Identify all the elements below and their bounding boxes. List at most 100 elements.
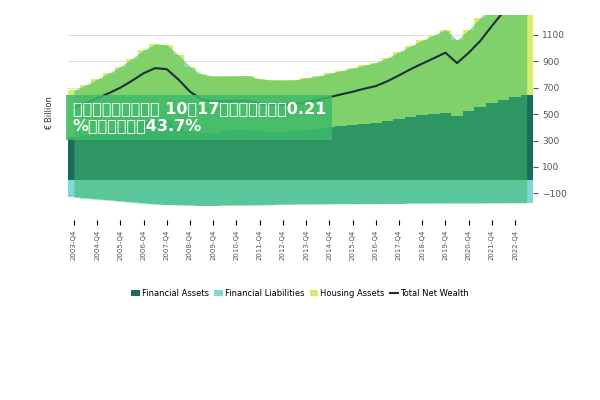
Bar xyxy=(138,50,149,122)
Bar xyxy=(347,125,358,180)
Bar xyxy=(497,180,509,203)
Bar xyxy=(126,125,138,180)
Bar xyxy=(149,180,161,204)
Bar xyxy=(358,180,370,204)
Bar xyxy=(230,76,242,130)
Bar xyxy=(509,97,521,180)
Bar xyxy=(301,78,312,130)
Bar xyxy=(126,180,138,202)
Bar xyxy=(335,71,347,126)
Bar xyxy=(68,136,80,180)
Bar xyxy=(277,132,289,180)
Bar xyxy=(265,80,277,132)
Bar xyxy=(208,180,219,206)
Bar xyxy=(358,124,370,180)
Bar xyxy=(486,180,497,203)
Bar xyxy=(335,180,347,204)
Bar xyxy=(173,180,184,205)
Bar xyxy=(416,40,428,116)
Bar xyxy=(196,74,208,133)
Bar xyxy=(463,112,475,180)
Bar xyxy=(149,44,161,120)
Bar xyxy=(208,132,219,180)
Bar xyxy=(126,59,138,125)
Bar xyxy=(103,73,115,131)
Bar xyxy=(440,30,451,112)
Bar xyxy=(509,0,521,97)
Bar xyxy=(312,180,323,204)
Bar xyxy=(521,180,533,203)
Bar xyxy=(301,130,312,180)
Bar xyxy=(230,130,242,180)
Bar xyxy=(80,134,91,180)
Bar xyxy=(115,128,126,180)
Bar xyxy=(335,126,347,180)
Bar xyxy=(463,30,475,112)
Bar xyxy=(161,45,173,120)
Bar xyxy=(405,117,416,180)
Bar xyxy=(230,180,242,205)
Bar xyxy=(358,65,370,124)
Legend: Financial Assets, Financial Liabilities, Housing Assets, Total Net Wealth: Financial Assets, Financial Liabilities,… xyxy=(128,286,473,302)
Bar xyxy=(301,180,312,204)
Bar xyxy=(416,116,428,180)
Bar xyxy=(393,180,405,204)
Bar xyxy=(254,131,265,180)
Bar xyxy=(161,120,173,180)
Bar xyxy=(68,90,80,136)
Bar xyxy=(103,180,115,200)
Bar xyxy=(405,46,416,117)
Bar xyxy=(184,131,196,180)
Bar xyxy=(115,180,126,201)
Bar xyxy=(219,180,230,206)
Bar xyxy=(416,180,428,204)
Bar xyxy=(370,123,382,180)
Bar xyxy=(486,3,497,103)
Bar xyxy=(312,76,323,129)
Bar xyxy=(463,180,475,203)
Bar xyxy=(219,131,230,180)
Bar xyxy=(405,180,416,204)
Bar xyxy=(219,76,230,131)
Bar xyxy=(184,180,196,205)
Bar xyxy=(497,0,509,100)
Bar xyxy=(265,132,277,180)
Bar xyxy=(393,52,405,119)
Bar xyxy=(265,180,277,205)
Bar xyxy=(68,180,80,197)
Bar xyxy=(475,18,486,108)
Bar xyxy=(521,0,533,94)
Bar xyxy=(242,130,254,180)
Bar xyxy=(370,62,382,123)
Bar xyxy=(347,68,358,125)
Bar xyxy=(323,127,335,180)
Bar xyxy=(149,120,161,180)
Bar xyxy=(277,80,289,132)
Bar xyxy=(428,114,440,180)
Bar xyxy=(80,180,91,198)
Bar xyxy=(138,122,149,180)
Bar xyxy=(161,180,173,205)
Bar xyxy=(428,180,440,203)
Bar xyxy=(242,76,254,130)
Bar xyxy=(497,100,509,180)
Bar xyxy=(451,40,463,116)
Bar xyxy=(382,58,393,121)
Bar xyxy=(138,180,149,204)
Bar xyxy=(91,79,103,132)
Bar xyxy=(196,180,208,206)
Bar xyxy=(277,180,289,204)
Bar xyxy=(173,125,184,180)
Bar xyxy=(475,180,486,203)
Bar xyxy=(289,180,301,204)
Bar xyxy=(382,180,393,204)
Bar xyxy=(173,55,184,125)
Bar xyxy=(440,112,451,180)
Bar xyxy=(289,131,301,180)
Bar xyxy=(115,66,126,128)
Text: € Billion: € Billion xyxy=(45,96,54,130)
Bar xyxy=(451,116,463,180)
Bar xyxy=(254,180,265,205)
Bar xyxy=(440,180,451,203)
Bar xyxy=(242,180,254,205)
